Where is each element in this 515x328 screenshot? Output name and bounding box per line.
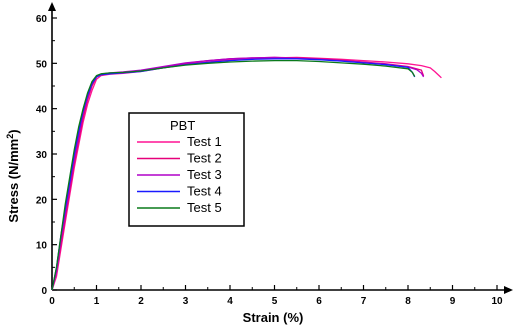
series-layer [51, 56, 442, 291]
y-axis-title: Stress (N/mm2) [5, 129, 21, 222]
series-line-test-5 [51, 59, 416, 291]
legend-box [128, 112, 245, 227]
legend-label-test-2: Test 2 [187, 151, 222, 166]
series-line-test-1 [51, 56, 442, 291]
axes: 0 1 2 3 4 5 6 7 8 9 10 0 10 20 30 40 50 60 [36, 2, 513, 307]
x-axis-arrow [504, 286, 513, 294]
legend-label-test-5: Test 5 [187, 200, 222, 215]
y-axis-title-main: Stress (N/mm [6, 139, 21, 223]
y-tick-label-20: 20 [36, 195, 48, 206]
x-tick-label-3: 3 [183, 296, 189, 307]
x-tick-label-0: 0 [49, 296, 55, 307]
legend-label-test-1: Test 1 [187, 134, 222, 149]
legend-label-test-3: Test 3 [187, 167, 222, 182]
x-tick-label-9: 9 [450, 296, 456, 307]
y-tick-label-40: 40 [36, 105, 48, 116]
x-tick-label-6: 6 [316, 296, 322, 307]
x-tick-label-2: 2 [138, 296, 144, 307]
legend-title: PBT [170, 118, 195, 133]
x-tick-label-4: 4 [227, 296, 233, 307]
y-tick-label-60: 60 [36, 14, 48, 25]
y-tick-label-10: 10 [36, 241, 48, 252]
y-axis-title-sup: 2 [5, 134, 15, 139]
y-axis-title-close: ) [6, 129, 21, 133]
x-tick-label-10: 10 [491, 296, 503, 307]
y-axis-arrow [48, 2, 56, 11]
x-tick-label-5: 5 [272, 296, 278, 307]
x-tick-label-1: 1 [94, 296, 100, 307]
x-tick-label-8: 8 [405, 296, 411, 307]
y-tick-label-30: 30 [36, 150, 48, 161]
x-tick-label-7: 7 [361, 296, 367, 307]
y-tick-label-50: 50 [36, 59, 48, 70]
x-axis-title: Strain (%) [243, 310, 304, 325]
legend-label-test-4: Test 4 [187, 184, 222, 199]
y-tick-label-0: 0 [41, 286, 47, 297]
